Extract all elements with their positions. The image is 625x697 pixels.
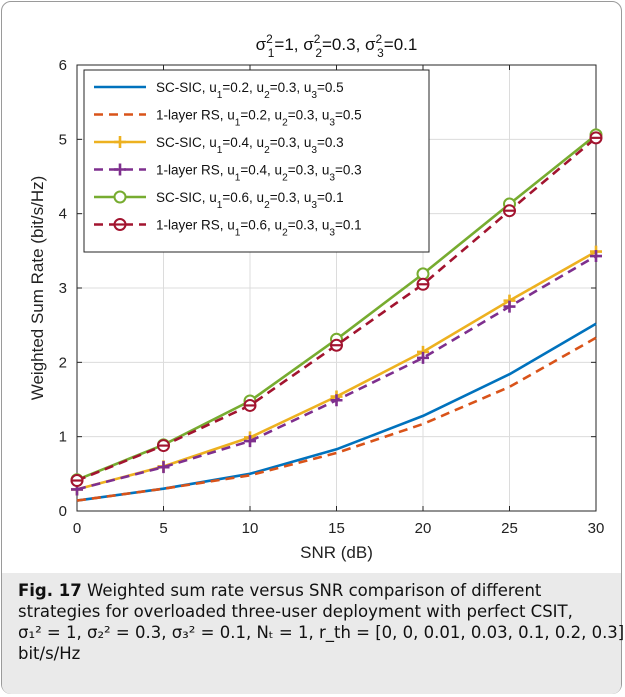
data-point-marker	[157, 461, 170, 474]
data-point-marker	[417, 351, 429, 364]
caption-line-4: bit/s/Hz	[18, 644, 81, 663]
caption-line-3: σ₁² = 1, σ₂² = 0.3, σ₃² = 0.1, Nₜ = 1, r…	[18, 623, 625, 642]
data-point-marker	[113, 190, 127, 204]
chart-title: σ2 1=1, σ2 2=0.3, σ2 3=0.1	[256, 32, 418, 60]
x-tick-label: 15	[328, 520, 345, 537]
legend-label: SC-SIC, u1=0.6, u2=0.3, u3=0.1	[156, 190, 344, 211]
x-tick-label: 25	[501, 520, 518, 537]
y-tick-label: 1	[59, 429, 67, 446]
series-4	[71, 250, 602, 496]
legend-box	[83, 69, 430, 253]
x-tick-label: 30	[588, 520, 605, 537]
legend: SC-SIC, u1=0.2, u2=0.3, u3=0.5 1-layer RS…	[83, 69, 430, 253]
caption-line-1: Weighted sum rate versus SNR comparison …	[86, 581, 542, 600]
data-point-marker	[590, 250, 602, 263]
y-tick-label: 2	[59, 354, 67, 371]
legend-label: SC-SIC, u1=0.2, u2=0.3, u3=0.5	[156, 80, 344, 101]
caption-box	[2, 573, 621, 694]
y-tick-label: 0	[59, 503, 67, 520]
legend-label: 1-layer RS, u1=0.4, u2=0.3, u3=0.3	[156, 163, 362, 184]
x-tick-label: 20	[415, 520, 432, 537]
weighted-sum-rate-chart: 0 5 10 15 20 25 30 0 1 2 3 4 5 6 SNR (dB) Weighted Sum …	[28, 32, 605, 562]
y-tick-label: 4	[59, 206, 67, 223]
figure-caption: Fig. 17 Weighted sum rate versus SNR com…	[18, 580, 625, 664]
y-tick-label: 6	[59, 57, 67, 74]
series-6	[70, 131, 603, 488]
data-point-marker	[114, 136, 126, 148]
y-tick-label: 5	[59, 131, 67, 148]
legend-label: 1-layer RS, u1=0.2, u2=0.3, u3=0.5	[156, 108, 362, 129]
caption-line-2: strategies for overloaded three-user dep…	[18, 602, 573, 621]
series-1	[76, 322, 597, 502]
data-point-marker	[114, 163, 126, 176]
x-tick-label: 10	[242, 520, 259, 537]
legend-label: SC-SIC, u1=0.4, u2=0.3, u3=0.3	[156, 135, 344, 156]
series-line	[76, 322, 597, 502]
data-point-marker	[330, 394, 343, 407]
y-axis-label: Weighted Sum Rate (bit/s/Hz)	[28, 176, 47, 401]
data-point-marker	[244, 435, 256, 448]
x-tick-label: 0	[73, 520, 81, 537]
caption-label: Fig. 17	[18, 581, 82, 600]
legend-label: 1-layer RS, u1=0.6, u2=0.3, u3=0.1	[156, 218, 362, 239]
data-point-marker	[503, 300, 516, 313]
data-point-marker	[416, 267, 430, 281]
x-tick-label: 5	[159, 520, 167, 537]
x-axis-label: SNR (dB)	[300, 543, 373, 562]
y-tick-label: 3	[59, 280, 67, 297]
